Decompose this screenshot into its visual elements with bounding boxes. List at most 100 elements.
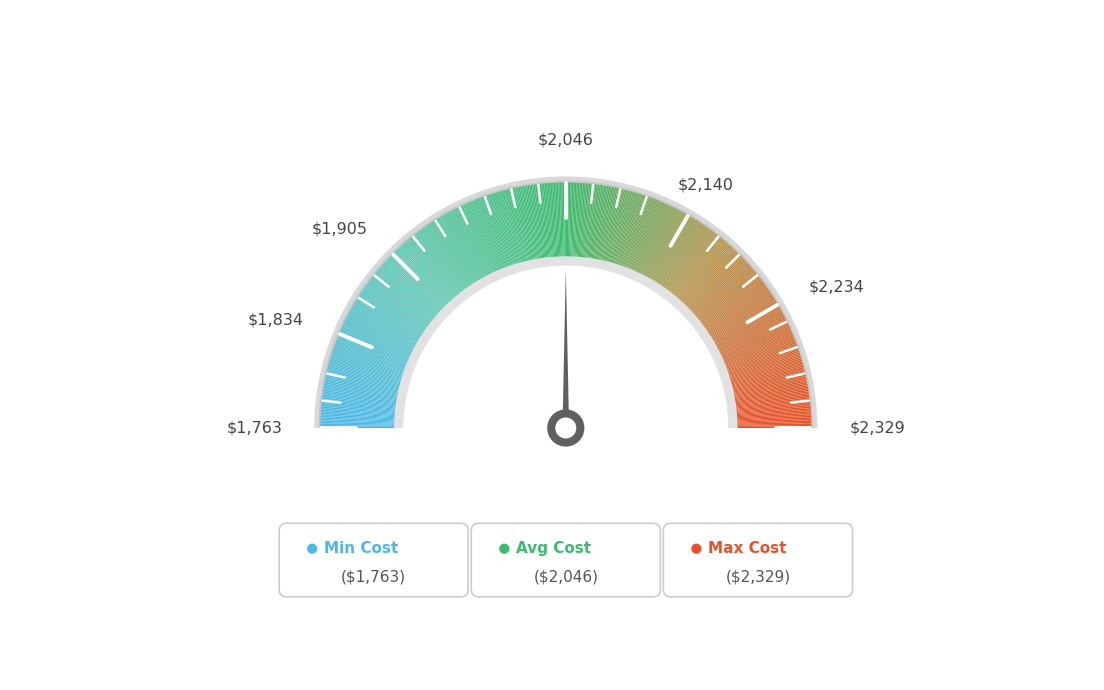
Wedge shape <box>715 309 783 346</box>
Wedge shape <box>320 413 395 418</box>
Wedge shape <box>617 193 640 265</box>
Wedge shape <box>623 196 649 267</box>
Wedge shape <box>353 303 418 342</box>
Wedge shape <box>433 220 474 284</box>
Wedge shape <box>615 192 637 264</box>
Wedge shape <box>671 235 719 294</box>
Wedge shape <box>351 306 417 344</box>
Wedge shape <box>736 411 811 417</box>
Wedge shape <box>608 190 628 262</box>
Wedge shape <box>606 189 626 262</box>
Wedge shape <box>613 191 635 264</box>
Polygon shape <box>563 269 569 428</box>
Wedge shape <box>330 356 402 380</box>
Wedge shape <box>464 204 496 273</box>
Wedge shape <box>320 422 395 425</box>
Wedge shape <box>378 268 435 318</box>
Wedge shape <box>413 235 460 294</box>
Wedge shape <box>643 208 678 275</box>
Wedge shape <box>516 187 532 261</box>
Wedge shape <box>452 209 487 277</box>
Wedge shape <box>424 226 468 288</box>
Wedge shape <box>646 211 683 277</box>
Wedge shape <box>358 295 422 336</box>
Wedge shape <box>331 353 403 377</box>
Wedge shape <box>677 240 726 298</box>
Text: Avg Cost: Avg Cost <box>516 541 591 556</box>
Wedge shape <box>508 188 527 262</box>
Wedge shape <box>439 216 479 282</box>
Wedge shape <box>544 183 552 257</box>
Wedge shape <box>401 244 452 301</box>
Wedge shape <box>518 186 533 260</box>
Wedge shape <box>716 310 783 348</box>
Wedge shape <box>722 328 792 359</box>
Wedge shape <box>728 348 799 373</box>
Wedge shape <box>355 299 421 339</box>
Wedge shape <box>708 291 771 333</box>
Wedge shape <box>660 223 703 286</box>
Wedge shape <box>320 415 395 420</box>
Wedge shape <box>529 184 541 259</box>
Wedge shape <box>385 259 442 312</box>
Wedge shape <box>533 184 544 258</box>
Wedge shape <box>414 233 461 293</box>
Wedge shape <box>370 277 431 324</box>
Wedge shape <box>599 187 616 261</box>
Wedge shape <box>735 389 809 402</box>
Wedge shape <box>552 182 558 257</box>
Wedge shape <box>725 339 796 367</box>
Wedge shape <box>736 402 810 411</box>
Wedge shape <box>705 286 767 330</box>
Wedge shape <box>322 389 396 402</box>
Wedge shape <box>331 352 403 376</box>
Wedge shape <box>320 411 395 417</box>
Wedge shape <box>423 227 467 289</box>
Wedge shape <box>394 256 737 428</box>
Wedge shape <box>329 361 401 382</box>
Wedge shape <box>575 182 581 257</box>
Wedge shape <box>553 182 559 257</box>
Wedge shape <box>645 209 680 277</box>
Wedge shape <box>734 382 808 397</box>
Wedge shape <box>670 233 716 293</box>
Wedge shape <box>510 188 529 262</box>
Wedge shape <box>618 194 644 266</box>
Wedge shape <box>448 211 486 277</box>
Wedge shape <box>622 195 648 266</box>
Wedge shape <box>327 368 400 388</box>
Wedge shape <box>630 200 660 270</box>
Wedge shape <box>392 253 446 307</box>
Wedge shape <box>710 295 774 336</box>
Wedge shape <box>478 197 506 268</box>
Wedge shape <box>649 213 687 279</box>
Wedge shape <box>690 259 746 312</box>
Wedge shape <box>700 276 761 323</box>
Wedge shape <box>360 292 423 335</box>
Circle shape <box>548 409 584 446</box>
Wedge shape <box>696 268 753 317</box>
Wedge shape <box>496 192 518 264</box>
Wedge shape <box>709 293 773 335</box>
Wedge shape <box>572 182 576 257</box>
Wedge shape <box>581 183 588 257</box>
Wedge shape <box>702 278 762 325</box>
Wedge shape <box>431 222 473 285</box>
Wedge shape <box>728 346 798 372</box>
Wedge shape <box>636 204 668 273</box>
Wedge shape <box>722 326 790 358</box>
Wedge shape <box>481 197 508 268</box>
Wedge shape <box>337 337 406 366</box>
Wedge shape <box>595 186 609 259</box>
Wedge shape <box>735 394 810 406</box>
Wedge shape <box>400 246 452 302</box>
Wedge shape <box>736 422 811 425</box>
Wedge shape <box>406 239 456 297</box>
Wedge shape <box>694 265 752 315</box>
Wedge shape <box>723 331 793 361</box>
Wedge shape <box>335 343 405 370</box>
Text: $2,234: $2,234 <box>808 279 864 294</box>
Wedge shape <box>343 320 412 354</box>
Wedge shape <box>634 202 665 271</box>
Wedge shape <box>652 216 692 282</box>
